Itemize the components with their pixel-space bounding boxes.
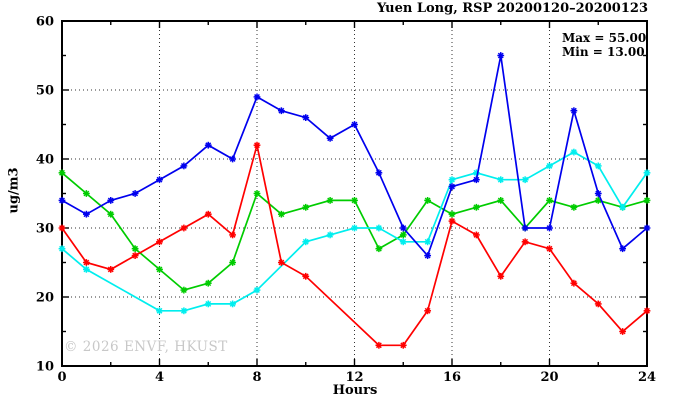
svg-text:16: 16 — [443, 370, 461, 385]
svg-text:20: 20 — [540, 370, 558, 385]
svg-text:4: 4 — [155, 370, 164, 385]
stat-min: Min = 13.00 — [562, 45, 645, 59]
svg-text:8: 8 — [252, 370, 261, 385]
y-axis-label: ug/m3 — [6, 167, 22, 214]
chart-title: Yuen Long, RSP 20200120–20200123 — [377, 1, 648, 16]
svg-text:0: 0 — [57, 370, 66, 385]
stats-annotation: Max = 55.00 Min = 13.00 — [562, 31, 646, 59]
svg-text:12: 12 — [345, 370, 363, 385]
svg-text:60: 60 — [36, 15, 54, 30]
svg-text:30: 30 — [36, 222, 54, 237]
svg-text:40: 40 — [36, 153, 54, 168]
svg-text:10: 10 — [36, 360, 54, 375]
stat-max: Max = 55.00 — [562, 31, 647, 45]
x-axis-label: Hours — [332, 383, 378, 398]
svg-text:50: 50 — [36, 84, 54, 99]
watermark: © 2026 ENVF, HKUST — [64, 339, 228, 355]
svg-text:24: 24 — [638, 370, 656, 385]
svg-text:20: 20 — [36, 291, 54, 306]
